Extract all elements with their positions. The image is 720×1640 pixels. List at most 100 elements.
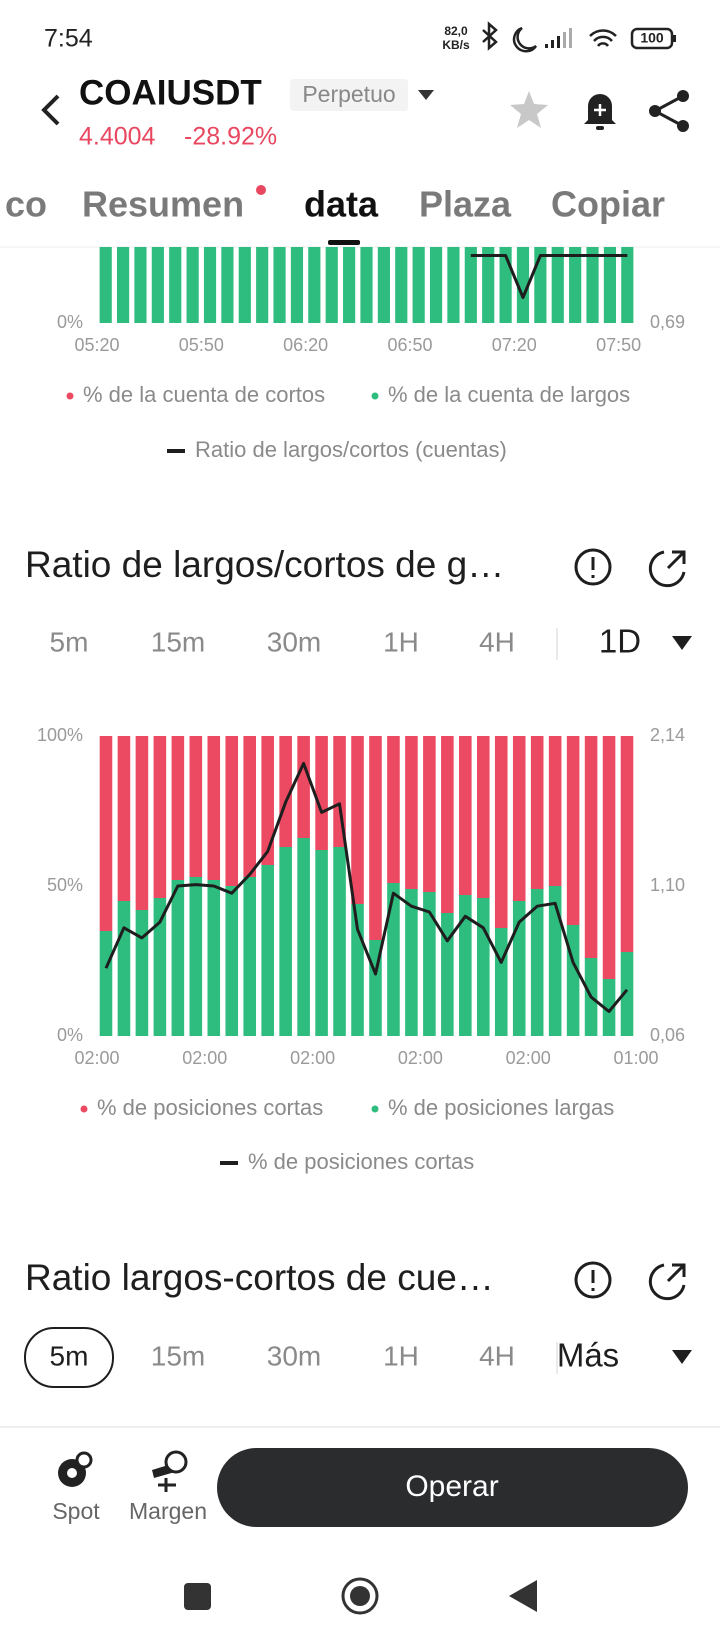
margin-icon[interactable] [152,1450,188,1492]
x-tick-label: 05:50 [179,335,224,355]
interval-option[interactable]: 15m [151,1340,205,1371]
margin-label[interactable]: Margen [129,1498,207,1524]
spot-label[interactable]: Spot [52,1498,100,1524]
contract-type[interactable]: Perpetuo [302,81,395,107]
nav-back[interactable] [509,1580,537,1612]
tab-underline [328,240,360,245]
bar-segment [423,892,436,1036]
spot-ring[interactable] [75,1451,93,1469]
nav-home[interactable] [341,1577,379,1615]
bar-segment [620,952,634,1036]
x-tick-label: 06:50 [387,335,432,355]
legend-dot [80,1105,88,1113]
interval-option[interactable]: 1H [383,1340,419,1371]
legend-dot [371,1105,379,1113]
bar-segment [412,247,425,323]
tab[interactable]: Copiar [551,184,665,225]
tab[interactable]: data [304,184,379,225]
section-title: Ratio largos-cortos de cue… [25,1257,494,1298]
spot-hole[interactable] [67,1468,77,1478]
bar-segment [413,23,425,143]
notification-dot [256,185,266,195]
status-time: 7:54 [44,25,93,53]
bar-segment [297,838,310,1036]
interval-option[interactable]: 30m [267,1340,321,1371]
bar-segment [135,910,149,1036]
bar-segment [512,736,526,901]
bar-segment [494,736,508,928]
selected-interval-pill[interactable] [24,1327,114,1388]
bar-segment [171,736,185,880]
legend-label: % de posiciones largas [388,1095,614,1120]
bar-segment [566,925,580,1036]
bar-segment [308,247,321,323]
bar-segment [387,736,400,883]
dropdown-arrow[interactable] [672,1350,692,1364]
section-icons[interactable] [574,548,686,1301]
tab[interactable]: co [5,184,47,225]
bar-segment [584,736,598,958]
bar-segment [500,23,512,143]
chip-arrow[interactable] [418,90,434,100]
interval-selector[interactable]: 1D [599,623,641,660]
info-icon[interactable] [574,548,612,586]
trade-button[interactable] [217,1448,688,1527]
share-lines[interactable] [651,94,684,128]
battery-tip [673,35,676,42]
tab[interactable]: Plaza [419,184,512,225]
bar-segment [261,736,274,865]
bar-segment [238,247,251,323]
status-icons [482,21,676,53]
interval-option[interactable]: 4H [479,626,515,657]
bar-segment [207,736,221,880]
interval-option[interactable]: 5m [50,626,89,657]
bar-segment [333,847,346,1036]
bar-segment [351,736,364,904]
bar-segment [476,736,490,898]
info-icon[interactable] [574,1261,612,1299]
contract-chip[interactable] [290,79,408,111]
alert-icon[interactable] [584,94,616,130]
net-unit: KB/s [442,38,470,52]
interval-option[interactable]: 15m [151,626,205,657]
nav-home-dot[interactable] [350,1586,370,1606]
bar-segment [548,736,562,886]
favorite-icon[interactable] [510,91,548,128]
bar-segment [395,247,408,323]
interval-option[interactable]: 1H [383,626,419,657]
y-tick-label: 100% [37,725,83,745]
interval-option[interactable]: 5m [50,1340,89,1371]
wifi-icon [589,29,617,47]
bell-plus[interactable] [594,104,606,116]
dropdown-arrow[interactable] [672,636,692,650]
bar-segment [279,736,292,847]
tab[interactable]: Resumen [82,184,244,225]
bar-segment [516,247,530,323]
bar-segment [151,247,164,323]
open-icon[interactable] [648,550,686,588]
bell-clapper[interactable] [596,126,604,130]
nav-recents[interactable] [184,1583,211,1610]
back-button[interactable] [41,94,60,126]
trade-label[interactable]: Operar [405,1470,498,1503]
open-icon[interactable] [648,1263,686,1301]
legend-label: Ratio de largos/cortos (cuentas) [195,437,507,462]
interval-selector[interactable]: Más [557,1337,619,1374]
legend-line [167,449,185,453]
bar-segment [135,736,149,910]
bar-segment [482,247,495,323]
bar-segment [203,247,217,323]
margin-ring[interactable] [164,1450,188,1474]
spot-icon[interactable] [58,1451,93,1487]
margin-stand[interactable] [158,1478,176,1492]
bar-segment [169,247,182,323]
bar-segment [225,736,239,886]
bar-segment [566,736,580,925]
bar-segment [243,736,257,877]
bar-segment [207,880,221,1036]
interval-option[interactable]: 4H [479,1340,515,1371]
share-icon[interactable] [649,90,689,132]
bar-segment [621,247,634,323]
bar-segment [459,895,472,1036]
interval-option[interactable]: 30m [267,626,321,657]
